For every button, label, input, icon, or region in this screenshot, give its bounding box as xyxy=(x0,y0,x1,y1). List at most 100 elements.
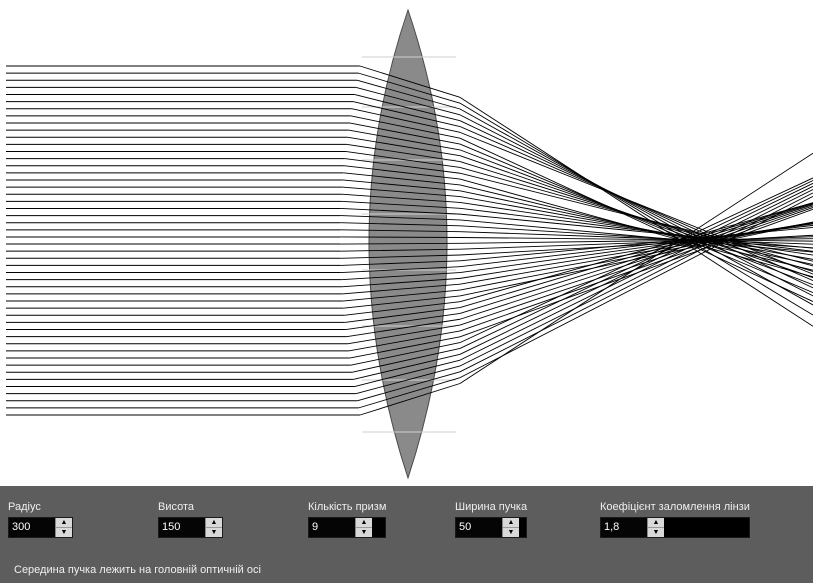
outgoing-ray-22 xyxy=(459,225,813,249)
lens-ray-44 xyxy=(353,353,461,380)
lens-ray-42 xyxy=(350,342,461,366)
radius-input[interactable]: 300 xyxy=(9,518,55,537)
lens-ray-24 xyxy=(340,236,461,238)
optics-canvas xyxy=(0,0,813,486)
outgoing-ray-8 xyxy=(459,143,813,294)
outgoing-ray-7 xyxy=(459,137,813,302)
prism-count-input[interactable]: 9 xyxy=(309,518,355,537)
lens-ray-2 xyxy=(356,79,461,110)
outgoing-ray-1 xyxy=(459,102,813,316)
prism-count-spinbox[interactable]: 9 ▲ ▼ xyxy=(308,517,387,538)
prism-count-down-icon[interactable]: ▼ xyxy=(360,529,368,536)
height-down-icon[interactable]: ▼ xyxy=(210,529,218,536)
outgoing-ray-37 xyxy=(459,203,813,314)
lens-ray-19 xyxy=(341,200,461,209)
outgoing-ray-21 xyxy=(459,219,813,253)
lens-ray-6 xyxy=(351,108,461,133)
refraction-index-control: Коефіцієнт заломлення лінзи 1,8 ▲ ▼ xyxy=(600,500,750,538)
lens-ray-diagram xyxy=(6,8,813,480)
lens-ray-16 xyxy=(342,179,461,192)
height-up-icon[interactable]: ▲ xyxy=(206,518,222,528)
outgoing-ray-3 xyxy=(459,114,813,297)
beam-width-input[interactable]: 50 xyxy=(456,518,502,537)
outgoing-ray-0 xyxy=(459,96,813,327)
lens-ray-13 xyxy=(344,158,461,174)
lens-ray-14 xyxy=(343,165,461,180)
refraction-index-down-icon[interactable]: ▼ xyxy=(652,529,660,536)
outgoing-ray-42 xyxy=(459,177,813,344)
radius-label: Радіус xyxy=(8,501,41,513)
height-spinbox[interactable]: 150 ▲ ▼ xyxy=(158,517,223,538)
lens-ray-3 xyxy=(355,86,461,116)
outgoing-ray-36 xyxy=(459,202,813,309)
radius-up-icon[interactable]: ▲ xyxy=(56,518,72,528)
lens-ray-8 xyxy=(349,122,461,145)
refraction-index-input[interactable]: 1,8 xyxy=(601,518,647,537)
radius-down-icon[interactable]: ▼ xyxy=(60,529,68,536)
lens-ray-1 xyxy=(358,72,461,104)
beam-width-up-icon[interactable]: ▲ xyxy=(503,518,519,528)
lens-ray-38 xyxy=(346,318,461,338)
outgoing-ray-38 xyxy=(459,204,813,320)
lens-ray-46 xyxy=(355,365,461,395)
outgoing-ray-23 xyxy=(459,231,813,245)
lens-ray-23 xyxy=(340,229,461,233)
radius-control: Радіус 300 ▲ ▼ xyxy=(8,500,73,538)
outgoing-ray-6 xyxy=(459,131,813,275)
lens-ray-48 xyxy=(358,377,461,409)
outgoing-ray-32 xyxy=(459,221,813,285)
lens-ray-35 xyxy=(343,301,461,316)
outgoing-ray-4 xyxy=(459,120,813,289)
lens-ray-22 xyxy=(340,222,461,227)
prism-count-label: Кількість призм xyxy=(308,501,387,513)
height-input[interactable]: 150 xyxy=(159,518,205,537)
outgoing-ray-45 xyxy=(459,185,813,361)
lens-ray-11 xyxy=(346,143,461,163)
outgoing-ray-49 xyxy=(459,152,813,384)
lens-ray-31 xyxy=(341,277,461,288)
lens-ray-45 xyxy=(354,359,461,387)
lens-ray-17 xyxy=(341,186,461,198)
outgoing-ray-20 xyxy=(459,213,813,249)
status-text: Середина пучка лежить на головній оптичн… xyxy=(14,564,261,576)
outgoing-ray-25 xyxy=(459,238,813,244)
lens-ray-25 xyxy=(340,242,461,245)
outgoing-ray-47 xyxy=(459,192,813,373)
lens-ray-47 xyxy=(357,371,461,402)
lens-ray-7 xyxy=(350,115,461,139)
outgoing-ray-2 xyxy=(459,108,813,306)
outgoing-ray-34 xyxy=(459,221,813,297)
refraction-index-label: Коефіцієнт заломлення лінзи xyxy=(600,501,750,513)
refraction-index-spinbox[interactable]: 1,8 ▲ ▼ xyxy=(600,517,750,538)
lens-ray-33 xyxy=(342,289,461,302)
beam-width-spinbox[interactable]: 50 ▲ ▼ xyxy=(455,517,528,538)
lens-ray-34 xyxy=(343,295,461,309)
lens-ray-12 xyxy=(345,151,461,168)
outgoing-ray-46 xyxy=(459,189,813,367)
lens-ray-30 xyxy=(341,272,461,281)
lens-ray-5 xyxy=(352,101,461,127)
lens-ray-0 xyxy=(359,65,461,98)
lens-ray-21 xyxy=(340,215,461,221)
lens-ray-27 xyxy=(340,254,461,259)
lens-ray-41 xyxy=(349,336,461,359)
outgoing-ray-31 xyxy=(459,222,813,279)
lens-ray-37 xyxy=(345,312,461,330)
lens-ray-43 xyxy=(351,348,461,373)
beam-width-down-icon[interactable]: ▼ xyxy=(507,529,515,536)
outgoing-ray-43 xyxy=(459,180,813,349)
refraction-index-up-icon[interactable]: ▲ xyxy=(648,518,664,528)
outgoing-ray-18 xyxy=(459,202,813,256)
height-label: Висота xyxy=(158,501,195,513)
lens-ray-20 xyxy=(340,207,461,215)
lens-ray-28 xyxy=(340,260,461,266)
outgoing-ray-27 xyxy=(459,234,813,256)
radius-spinbox[interactable]: 300 ▲ ▼ xyxy=(8,517,73,538)
prism-count-control: Кількість призм 9 ▲ ▼ xyxy=(308,500,387,538)
prism-count-up-icon[interactable]: ▲ xyxy=(356,518,372,528)
outgoing-ray-24 xyxy=(459,237,813,242)
outgoing-ray-17 xyxy=(459,196,813,260)
outgoing-ray-12 xyxy=(459,166,813,267)
lens-ray-4 xyxy=(354,94,461,122)
